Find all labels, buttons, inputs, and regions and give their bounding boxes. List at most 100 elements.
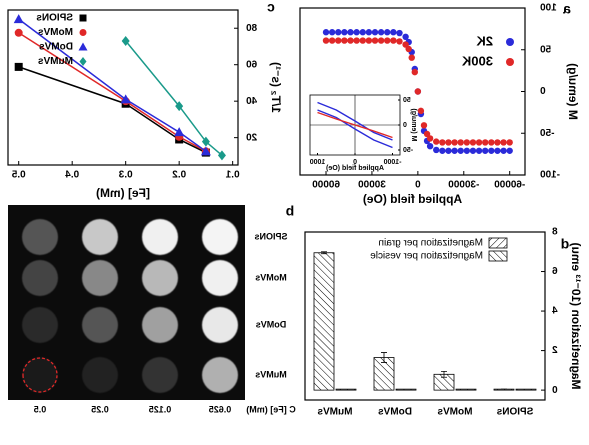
y-tick-label: 4 (552, 306, 558, 317)
legend-swatch (488, 237, 508, 249)
row-label: MoMVs (255, 272, 287, 282)
data-point (482, 139, 489, 146)
marker (174, 127, 185, 137)
y-tick-label: 2 (552, 345, 558, 356)
x-tick-label: 60000 (312, 180, 340, 191)
data-point (384, 29, 391, 36)
data-point (457, 147, 464, 154)
row-label: SPIONs (254, 231, 287, 241)
phantom-well (142, 357, 178, 393)
data-point (359, 29, 366, 36)
data-point (371, 37, 379, 44)
data-point (411, 68, 418, 76)
y-tick-label: 0 (552, 385, 558, 396)
y-axis-label: Magnetization (10⁻¹³ emu) (569, 242, 583, 389)
x-tick-label: 0 (353, 159, 357, 166)
column-title: C [Fe] (mM) (246, 404, 296, 414)
inset-line (317, 111, 393, 139)
legend-label: MoMVs (38, 27, 73, 38)
y-tick-label: 50 (403, 97, 411, 104)
x-tick-label: MuMVs (317, 407, 352, 418)
x-tick-label: 0.2 (172, 170, 186, 181)
marker (13, 14, 24, 24)
panel-label: c (267, 0, 275, 15)
column-label: 0.5 (34, 404, 47, 414)
panel-label: b (286, 203, 295, 219)
data-point (423, 130, 431, 138)
y-axis-label: M (emu/g) (566, 63, 580, 120)
y-tick-label: 100 (540, 3, 557, 14)
y-tick-label: 40 (246, 96, 258, 107)
phantom-well (82, 219, 118, 255)
legend-label: Magnetization per vesicle (370, 251, 483, 262)
marker (200, 146, 211, 156)
data-point (414, 88, 422, 95)
data-point (463, 147, 471, 154)
data-point (506, 147, 513, 154)
x-tick-label: -30000 (448, 180, 480, 191)
phantom-well (202, 219, 238, 255)
x-tick-label: 0.4 (65, 170, 79, 181)
series-line (18, 32, 207, 152)
phantom-well (22, 307, 58, 343)
data-point (408, 54, 415, 61)
phantom-well (202, 260, 238, 296)
marker (14, 28, 23, 37)
data-point (445, 139, 452, 146)
data-point (390, 29, 397, 36)
y-axis-label: 1/T₂ (s⁻¹) (269, 62, 283, 113)
x-tick-label: -60000 (494, 180, 526, 191)
panel-label: a (563, 1, 571, 17)
data-point (433, 138, 440, 145)
data-point (396, 38, 403, 45)
data-point (322, 29, 330, 36)
data-point (335, 29, 342, 36)
data-point (469, 139, 477, 146)
legend-marker (506, 58, 514, 66)
data-point (420, 122, 428, 129)
data-point (390, 37, 397, 44)
data-point (500, 147, 507, 154)
x-tick-label: 0 (415, 180, 421, 191)
inset-line (317, 109, 393, 149)
phantom-well (22, 357, 58, 393)
y-tick-label: -100 (540, 170, 560, 181)
phantom-well (82, 307, 118, 343)
y-tick-label: 0 (540, 86, 546, 97)
data-point (500, 139, 507, 146)
x-tick-label: DoMVs (378, 407, 412, 418)
data-point (341, 29, 348, 36)
marker (14, 62, 23, 71)
marker (175, 101, 184, 112)
x-tick-label: 30000 (358, 180, 386, 191)
series-line (18, 18, 207, 152)
data-point (365, 37, 373, 44)
highlight-circle (22, 357, 58, 393)
data-point (347, 29, 354, 36)
x-tick-label: 0.1 (225, 170, 239, 181)
data-point (494, 139, 501, 146)
row-label: MuMVs (255, 369, 287, 379)
phantom-well (142, 219, 178, 255)
data-point (328, 37, 336, 44)
y-tick-label: 6 (552, 266, 558, 277)
phantom-well (202, 357, 238, 393)
bar (395, 388, 417, 391)
data-point (469, 147, 477, 154)
phantom-well (142, 307, 178, 343)
data-point (439, 147, 446, 154)
legend-marker (79, 14, 87, 22)
x-tick-label: 0.5 (11, 170, 25, 181)
phantom-well (22, 260, 58, 296)
data-point (371, 29, 379, 36)
bar (455, 388, 477, 391)
data-point (322, 37, 330, 44)
data-point (494, 147, 501, 154)
phantom-well (22, 219, 58, 255)
data-point (377, 29, 385, 36)
data-point (451, 139, 458, 146)
data-point (396, 29, 403, 37)
column-label: 0.25 (91, 404, 109, 414)
legend-label: Magnetization per grain (378, 238, 483, 249)
